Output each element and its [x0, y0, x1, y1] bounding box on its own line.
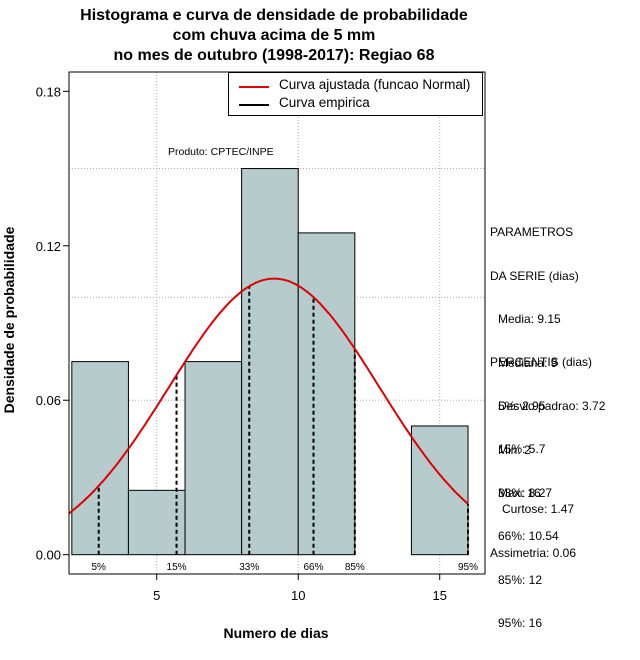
parameters-heading-1: PARAMETROS — [490, 225, 574, 239]
x-tick-label: 10 — [291, 588, 305, 603]
parameter-median: Mediana: 9 — [498, 355, 558, 370]
shape-stats-block: Curtose: 1.47 Assimetria: 0.06 — [490, 473, 576, 575]
legend-fitted-swatch — [239, 86, 269, 88]
histogram-bars — [71, 168, 469, 556]
percentile-tick-label: 85% — [345, 562, 365, 573]
kurtosis: Curtose: 1.47 — [502, 502, 575, 516]
percentile-33: 33%: 8.27 — [498, 485, 553, 500]
parameter-max: Max: 16 — [498, 486, 541, 500]
x-axis-label: Numero de dias — [223, 625, 329, 641]
percentiles-heading: PERCENTIS (dias) — [490, 355, 593, 369]
parameter-std: Desvio padrao: 3.72 — [498, 399, 606, 413]
percentile-tick-label: 66% — [303, 562, 323, 573]
histogram-bar — [297, 232, 356, 556]
percentiles-block: PERCENTIS (dias) 5%: 2.95 15%: 5.7 33%: … — [490, 326, 592, 645]
percentile-66: 66%: 10.54 — [498, 529, 559, 543]
legend: Curva ajustada (funcao Normal) Curva emp… — [228, 72, 483, 116]
percentile-tick-label: 33% — [239, 562, 259, 573]
x-tick-label: 15 — [432, 588, 446, 603]
legend-fitted-label: Curva ajustada (funcao Normal) — [279, 77, 471, 92]
legend-empirical-swatch — [239, 104, 269, 106]
histogram-bar — [410, 425, 469, 556]
histogram-bar — [184, 361, 243, 556]
parameter-mean: Media: 9.15 — [498, 312, 561, 326]
skewness: Assimetria: 0.06 — [490, 545, 577, 560]
y-tick-label: 0.12 — [36, 239, 61, 254]
percentile-tick-label: 5% — [91, 562, 106, 573]
product-credit: Produto: CPTEC/INPE — [168, 146, 274, 158]
percentile-lines — [97, 286, 470, 555]
percentile-85: 85%: 12 — [498, 572, 543, 587]
percentile-labels: 5% 15% 33% 66% 85% 95% — [91, 562, 478, 573]
percentile-15: 15%: 5.7 — [498, 442, 546, 456]
percentile-tick-label: 15% — [167, 562, 187, 573]
y-tick-label: 0.06 — [36, 393, 61, 408]
histogram-bar — [71, 361, 129, 556]
percentile-5: 5%: 2.95 — [498, 398, 546, 413]
legend-empirical-label: Curva empirica — [279, 95, 370, 110]
parameters-heading-2: DA SERIE (dias) — [490, 268, 579, 283]
x-tick-label: 5 — [153, 588, 160, 603]
y-axis-label: Densidade de probabilidade — [1, 226, 17, 414]
parameters-block: PARAMETROS DA SERIE (dias) Media: 9.15 M… — [490, 196, 605, 515]
y-tick-label: 0.00 — [36, 548, 61, 563]
percentile-tick-label: 95% — [458, 562, 478, 573]
chart-title-line-1: Histograma e curva de densidade de proba… — [80, 7, 468, 24]
chart-title-line-2: com chuva acima de 5 mm — [172, 27, 376, 44]
chart-title-line-3: no mes de outubro (1998-2017): Regiao 68 — [113, 47, 435, 64]
histogram-bar — [241, 168, 299, 556]
normal-fit-curve — [68, 277, 469, 515]
y-tick-label: 0.18 — [36, 84, 61, 99]
percentile-95: 95%: 16 — [498, 616, 543, 630]
parameter-min: Min: 2 — [498, 442, 531, 457]
axis-ticks: 5 10 15 0.00 0.06 0.12 0.18 — [36, 84, 447, 603]
